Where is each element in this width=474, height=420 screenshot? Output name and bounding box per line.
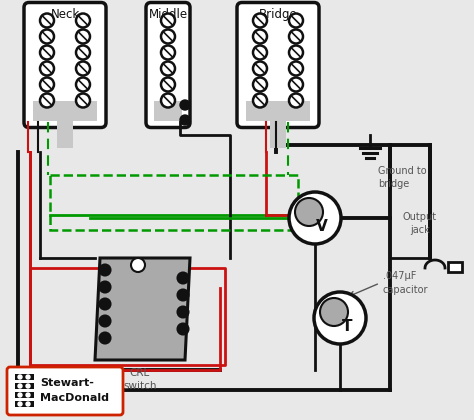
- Circle shape: [18, 402, 22, 406]
- Circle shape: [76, 94, 90, 108]
- Circle shape: [289, 61, 303, 76]
- Circle shape: [177, 323, 189, 334]
- Circle shape: [289, 13, 303, 27]
- Circle shape: [161, 13, 175, 27]
- Circle shape: [253, 78, 267, 92]
- Text: Bridge: Bridge: [259, 8, 297, 21]
- Circle shape: [100, 299, 110, 310]
- Circle shape: [289, 192, 341, 244]
- Circle shape: [76, 45, 90, 60]
- Circle shape: [100, 315, 110, 326]
- Circle shape: [161, 61, 175, 76]
- Circle shape: [40, 61, 54, 76]
- Circle shape: [161, 94, 175, 108]
- Circle shape: [100, 333, 110, 344]
- Bar: [15, 401, 34, 407]
- Circle shape: [76, 61, 90, 76]
- Text: Neck: Neck: [50, 8, 80, 21]
- Circle shape: [177, 307, 189, 318]
- Bar: [50, 175, 298, 230]
- Circle shape: [26, 375, 30, 379]
- Circle shape: [161, 29, 175, 44]
- Circle shape: [289, 45, 303, 60]
- Circle shape: [177, 289, 189, 300]
- Circle shape: [177, 273, 189, 284]
- Text: Stewart-: Stewart-: [40, 378, 94, 388]
- Circle shape: [18, 384, 22, 388]
- Bar: [448, 262, 462, 272]
- Circle shape: [26, 393, 30, 397]
- Text: Ground to
bridge: Ground to bridge: [378, 166, 427, 189]
- Bar: [270, 118, 286, 147]
- Circle shape: [40, 45, 54, 60]
- Text: T: T: [342, 318, 352, 333]
- Circle shape: [100, 281, 110, 292]
- Circle shape: [253, 61, 267, 76]
- Circle shape: [161, 78, 175, 92]
- Circle shape: [76, 29, 90, 44]
- Circle shape: [180, 100, 190, 110]
- Text: Middle: Middle: [148, 8, 188, 21]
- FancyBboxPatch shape: [146, 3, 190, 128]
- Circle shape: [180, 115, 190, 125]
- Bar: [154, 100, 182, 121]
- Circle shape: [76, 78, 90, 92]
- Circle shape: [289, 94, 303, 108]
- Bar: [33, 100, 97, 121]
- Bar: [15, 392, 34, 398]
- Circle shape: [253, 29, 267, 44]
- Circle shape: [295, 198, 323, 226]
- Text: CRL
switch: CRL switch: [123, 368, 157, 391]
- Circle shape: [253, 45, 267, 60]
- Text: V: V: [316, 218, 328, 234]
- Circle shape: [40, 29, 54, 44]
- Circle shape: [161, 45, 175, 60]
- Circle shape: [18, 393, 22, 397]
- Text: MacDonald: MacDonald: [40, 393, 109, 403]
- Circle shape: [100, 265, 110, 276]
- Circle shape: [26, 402, 30, 406]
- Circle shape: [253, 94, 267, 108]
- Polygon shape: [95, 258, 190, 360]
- Bar: [246, 100, 310, 121]
- FancyBboxPatch shape: [24, 3, 106, 128]
- Circle shape: [253, 13, 267, 27]
- Circle shape: [76, 13, 90, 27]
- Text: .047μF
capacitor: .047μF capacitor: [383, 271, 428, 294]
- Circle shape: [26, 384, 30, 388]
- Circle shape: [320, 298, 348, 326]
- Circle shape: [289, 78, 303, 92]
- Circle shape: [40, 13, 54, 27]
- Circle shape: [18, 375, 22, 379]
- Circle shape: [40, 78, 54, 92]
- FancyBboxPatch shape: [7, 367, 123, 415]
- Bar: [15, 383, 34, 389]
- Text: Output
jack: Output jack: [403, 212, 437, 235]
- Circle shape: [289, 29, 303, 44]
- Circle shape: [131, 258, 145, 272]
- Bar: [15, 374, 34, 380]
- Circle shape: [314, 292, 366, 344]
- Circle shape: [40, 94, 54, 108]
- FancyBboxPatch shape: [237, 3, 319, 128]
- Bar: [57, 118, 73, 147]
